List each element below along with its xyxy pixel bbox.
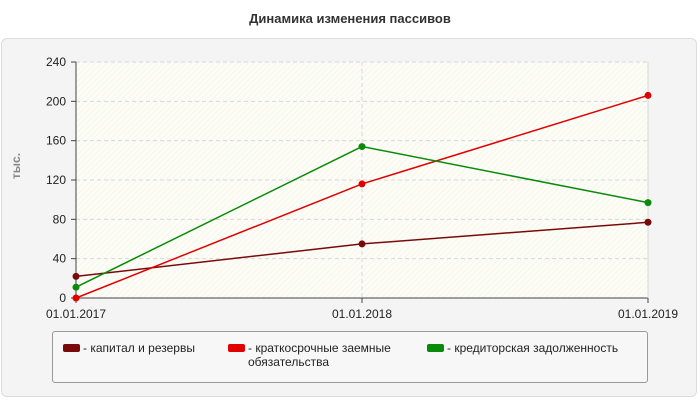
series-0-point[interactable] [644, 218, 652, 226]
y-tick-label: 240 [46, 55, 66, 69]
legend-swatch-accounts-payable [427, 344, 444, 352]
y-axis-label: тыс. [9, 153, 23, 179]
y-tick-label: 120 [46, 173, 66, 187]
chart-title: Динамика изменения пассивов [249, 11, 451, 26]
y-axis-ticks: 0 40 80 120 160 200 240 [46, 55, 76, 305]
x-tick-label: 01.01.2019 [618, 307, 678, 321]
y-tick-label: 0 [59, 291, 66, 305]
legend-label-short-term-loans-line1: краткосрочные заемные [255, 341, 391, 355]
legend-label-capital: капитал и резервы [90, 341, 195, 355]
y-tick-label: 80 [53, 212, 67, 226]
series-lines [72, 91, 652, 302]
legend-prefix: - [447, 341, 455, 355]
series-1-point[interactable] [644, 91, 652, 99]
gridlines [76, 61, 648, 298]
x-tick-label: 01.01.2018 [332, 307, 392, 321]
y-tick-label: 40 [53, 252, 67, 266]
series-1-point[interactable] [72, 294, 80, 302]
series-2-point[interactable] [644, 199, 652, 207]
legend-swatch-short-term-loans [228, 344, 245, 352]
series-2-point[interactable] [358, 143, 366, 151]
legend-prefix: - [83, 341, 91, 355]
legend-item-short-term-loans[interactable]: - краткосрочные заемные обязательства [228, 341, 391, 369]
x-tick-label: 01.01.2017 [46, 307, 106, 321]
y-tick-label: 200 [46, 94, 66, 108]
legend-label-accounts-payable: кредиторская задолженность [454, 341, 619, 355]
series-2-point[interactable] [72, 283, 80, 291]
legend-item-capital[interactable]: - капитал и резервы [63, 341, 195, 355]
legend-prefix: - [248, 341, 256, 355]
legend-item-accounts-payable[interactable]: - кредиторская задолженность [427, 341, 618, 355]
legend-label-short-term-loans-line2: обязательства [248, 355, 329, 369]
x-axis-ticks: 01.01.2017 01.01.2018 01.01.2019 [46, 298, 678, 321]
series-0-point[interactable] [358, 240, 366, 248]
y-tick-label: 160 [46, 134, 66, 148]
legend: - капитал и резервы - краткосрочные заем… [52, 331, 648, 383]
series-1-point[interactable] [358, 180, 366, 188]
series-0-point[interactable] [72, 272, 80, 280]
legend-swatch-capital [63, 344, 80, 352]
